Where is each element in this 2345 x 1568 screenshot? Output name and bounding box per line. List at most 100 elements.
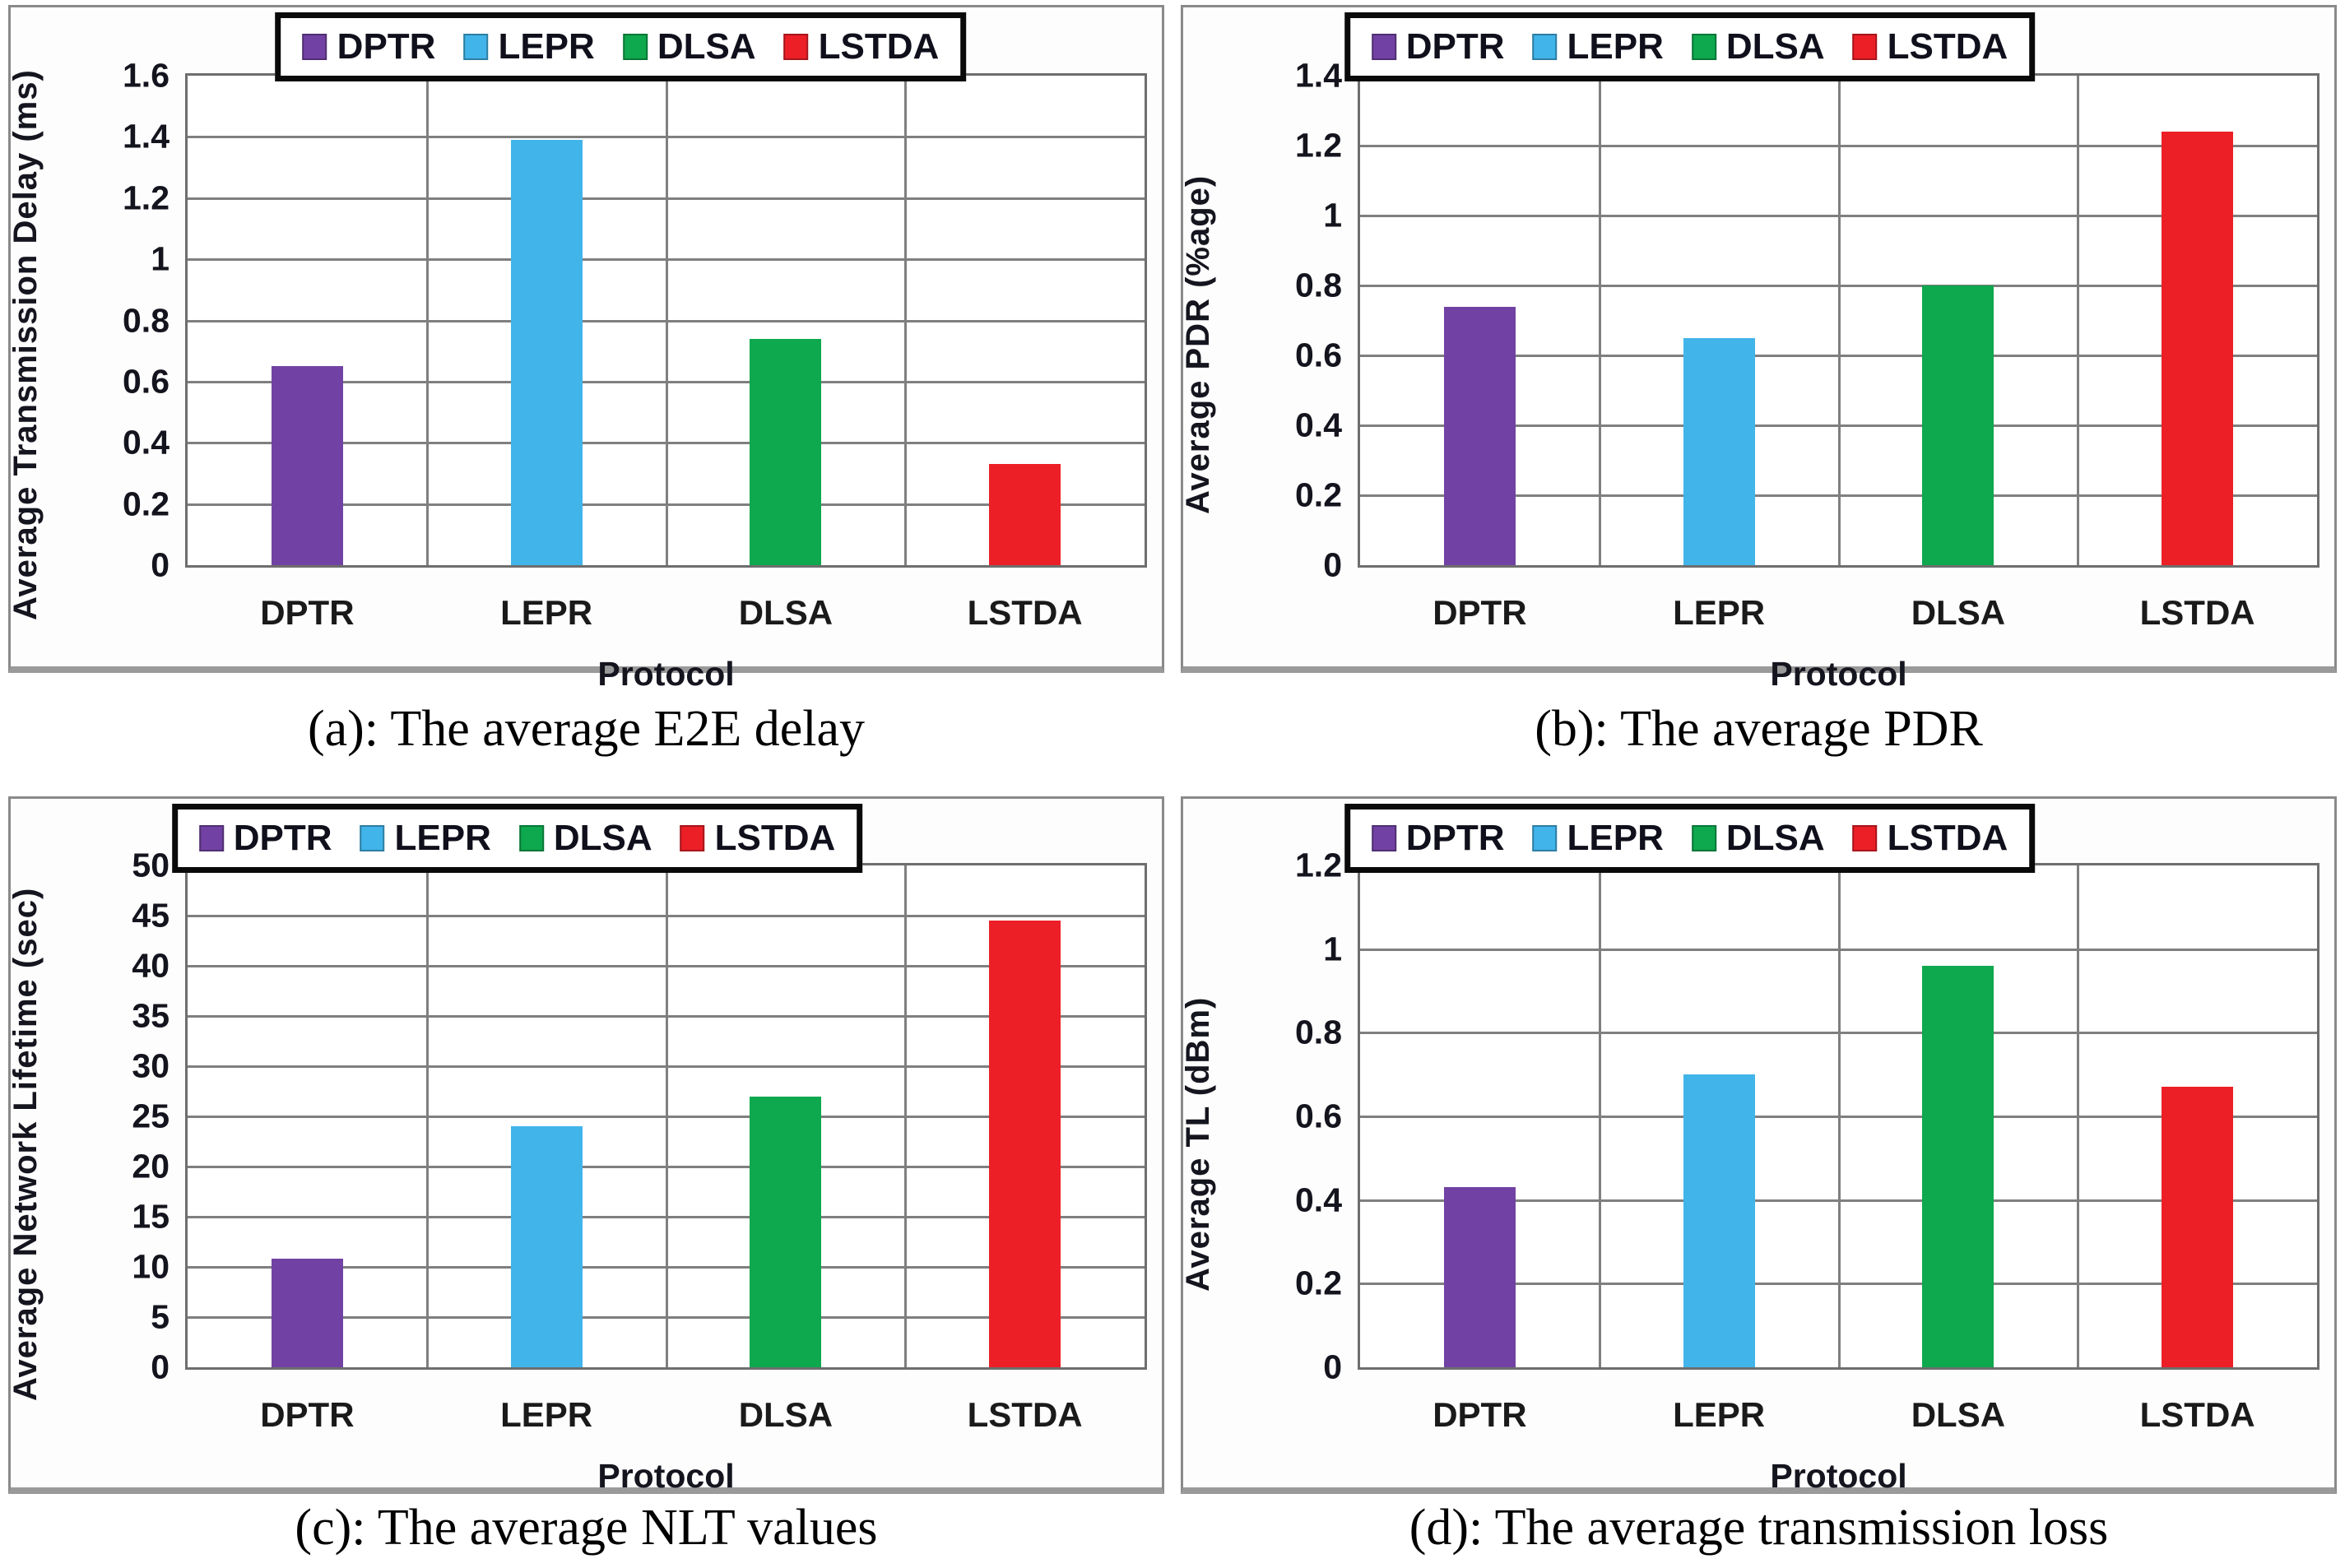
subfigure-c: DPTR LEPR DLSA LSTDA Average Network Lifeti… [0, 791, 1172, 1568]
x-tick-label: DLSA [1911, 1395, 2006, 1434]
category-separator [2077, 76, 2080, 565]
plot-area: 0 0.2 0.4 0.6 0.8 1 1.2 1.4 1.6 DPTR LEPR DLSA LSTDA [123, 57, 1147, 632]
y-tick-label: 0.8 [1295, 266, 1342, 304]
legend: DPTR LEPR DLSA LSTDA [1344, 12, 2036, 81]
y-tick-label: 1.4 [1295, 56, 1342, 95]
category-separator [1598, 865, 1601, 1367]
y-axis-title: Average PDR (%age) [1180, 174, 1216, 515]
bar-lstda [2162, 1087, 2234, 1367]
legend-swatch-dlsa [518, 825, 544, 851]
x-tick-label: DPTR [260, 593, 355, 632]
legend-item: LEPR [1532, 26, 1664, 67]
y-tick-label: 0.4 [123, 423, 169, 462]
bar-lstda [2162, 132, 2234, 565]
y-tick-label: 0 [151, 545, 169, 584]
y-tick-label: 1 [151, 239, 169, 278]
legend-item: DLSA [518, 818, 652, 859]
y-axis-title: Average Transmission Delay (ms) [7, 69, 44, 620]
x-tick-label: LEPR [1673, 593, 1766, 632]
legend-item: DLSA [1691, 26, 1825, 67]
x-axis-title: Protocol [1770, 1457, 1907, 1495]
y-tick-label: 15 [132, 1197, 169, 1236]
legend-label: LSTDA [1887, 26, 2008, 67]
legend-swatch-lstda [1852, 34, 1878, 60]
x-tick-label: DPTR [1433, 1395, 1527, 1434]
category-separator [904, 865, 908, 1367]
y-tick-label: 0.2 [1295, 476, 1342, 514]
legend-label: LSTDA [714, 818, 836, 858]
bar-lstda [989, 464, 1061, 565]
y-tick-label: 0 [151, 1348, 169, 1386]
legend: DPTR LEPR DLSA LSTDA [171, 804, 863, 873]
legend-label: DLSA [553, 818, 652, 858]
legend-label: LEPR [1567, 818, 1664, 858]
x-axis-zone: Protocol [1358, 73, 2319, 693]
y-tick-label: 20 [132, 1147, 169, 1185]
y-tick-label: 0.2 [123, 485, 169, 523]
legend-swatch-dptr [1371, 34, 1396, 60]
subfigure-d: DPTR LEPR DLSA LSTDA Average TL (dBm) 0 0.2 0… [1172, 791, 2345, 1568]
x-tick-label: DPTR [260, 1395, 355, 1434]
bar-dlsa [750, 338, 822, 565]
y-tick-label: 1 [1323, 196, 1342, 234]
legend-swatch-dptr [1371, 825, 1396, 851]
y-tick-label: 0.4 [1295, 1181, 1342, 1219]
legend-label: LEPR [1567, 26, 1664, 67]
legend-label: LSTDA [818, 26, 940, 67]
bar-dptr [1443, 306, 1516, 565]
legend-item: LEPR [360, 818, 491, 859]
x-tick-label: DPTR [1433, 593, 1527, 632]
legend-item: LSTDA [1852, 26, 2008, 67]
x-tick-label: LEPR [500, 593, 593, 632]
chart-panel-d: DPTR LEPR DLSA LSTDA Average TL (dBm) 0 0.2 0… [1180, 796, 2337, 1495]
x-tick-label: LSTDA [2139, 593, 2255, 632]
legend-label: LEPR [498, 26, 595, 67]
legend: DPTR LEPR DLSA LSTDA [1344, 804, 2036, 873]
y-axis-title: Average Network Lifetime (sec) [7, 887, 44, 1402]
x-axis-title: Protocol [597, 1457, 735, 1495]
legend-label: DLSA [657, 26, 756, 67]
legend-item: LEPR [463, 26, 595, 67]
bar-lstda [989, 921, 1061, 1367]
chart-panel-b: DPTR LEPR DLSA LSTDA Average PDR (%age) 0 0.… [1180, 5, 2337, 693]
category-separator [425, 76, 429, 565]
x-axis-zone: Protocol [185, 863, 1147, 1495]
bar-dptr [271, 1259, 343, 1367]
bar-lepr [510, 1126, 583, 1367]
y-tick-label: 30 [132, 1046, 169, 1085]
legend-item: DPTR [1371, 818, 1505, 859]
x-axis-title: Protocol [1770, 655, 1907, 693]
chart-panel-c: DPTR LEPR DLSA LSTDA Average Network Lifeti… [7, 796, 1164, 1495]
y-tick-label: 0 [1323, 1348, 1342, 1386]
legend-swatch-dlsa [622, 34, 648, 60]
legend-label: LEPR [394, 818, 491, 858]
y-tick-label: 0.8 [1295, 1013, 1342, 1051]
x-axis-zone: Protocol [1358, 863, 2319, 1495]
category-separator [1837, 865, 1841, 1367]
legend-swatch-dlsa [1691, 34, 1716, 60]
bar-lepr [510, 140, 583, 565]
legend-item: DPTR [302, 26, 435, 67]
legend-label: DLSA [1725, 26, 1825, 67]
legend-swatch-lstda [680, 825, 705, 851]
chart-panel-a: DPTR LEPR DLSA LSTDA Average Transmission D… [7, 5, 1164, 693]
category-separator [665, 76, 668, 565]
bar-dptr [1443, 1187, 1516, 1367]
plot-area: 0 0.2 0.4 0.6 0.8 1 1.2 1.4 DPTR LEPR DLSA LSTDA [1295, 57, 2319, 632]
legend-swatch-dlsa [1691, 825, 1716, 851]
subfigure-a: DPTR LEPR DLSA LSTDA Average Transmission D… [0, 0, 1172, 791]
y-tick-label: 0.6 [1295, 1097, 1342, 1135]
legend-item: DLSA [622, 26, 756, 67]
y-tick-label: 0.6 [123, 362, 169, 401]
caption-c: (c): The average NLT values [295, 1499, 878, 1556]
y-tick-label: 10 [132, 1247, 169, 1286]
legend-swatch-lstda [783, 34, 809, 60]
legend-label: DLSA [1725, 818, 1825, 858]
y-tick-label: 0.8 [123, 301, 169, 339]
legend-item: LSTDA [680, 818, 836, 859]
x-tick-label: LEPR [500, 1395, 593, 1434]
x-axis-title: Protocol [597, 655, 735, 693]
legend-swatch-lepr [1532, 825, 1558, 851]
legend-label: LSTDA [1887, 818, 2008, 858]
